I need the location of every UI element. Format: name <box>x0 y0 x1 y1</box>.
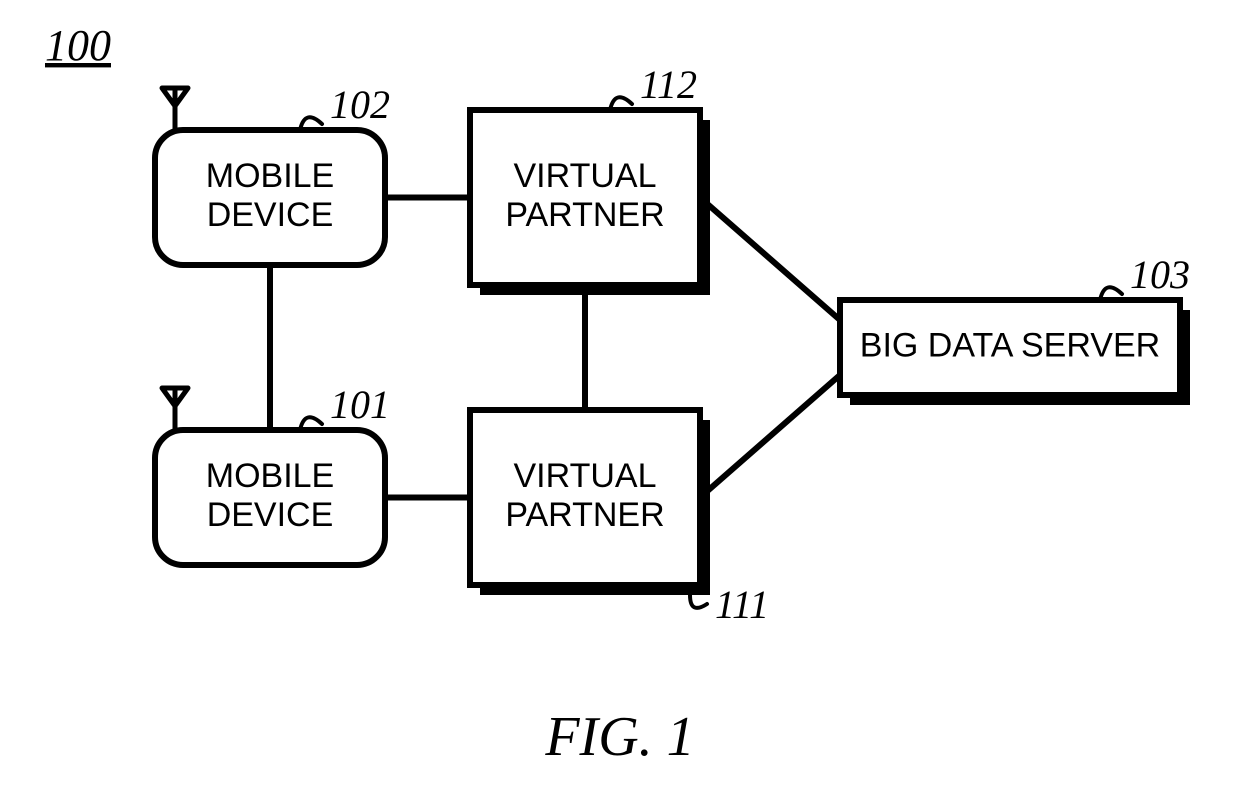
ref-r102-label: 102 <box>330 82 390 127</box>
node-virtual_bot-label-0: VIRTUAL <box>514 457 657 495</box>
node-virtual_top-label-0: VIRTUAL <box>514 157 657 195</box>
ref-r111-leader <box>690 595 707 608</box>
edge-virtual_top-server <box>700 198 840 321</box>
node-mobile_bot-label-0: MOBILE <box>206 457 334 495</box>
ref-r102: 102 <box>300 82 390 130</box>
node-mobile_bot-label-1: DEVICE <box>207 496 334 534</box>
ref-r112-label: 112 <box>640 62 697 107</box>
node-virtual_bot: VIRTUALPARTNER <box>470 410 710 595</box>
figure-label: FIG. 1 <box>544 706 694 768</box>
nodes-layer: MOBILEDEVICEMOBILEDEVICEVIRTUALPARTNERVI… <box>155 88 1190 595</box>
ref-r112: 112 <box>610 62 697 110</box>
ref-r111-label: 111 <box>715 582 769 627</box>
edge-virtual_bot-server <box>700 375 840 498</box>
node-virtual_bot-label-1: PARTNER <box>505 496 664 534</box>
figure-ref-100: 100 <box>45 21 111 70</box>
ref-r101: 101 <box>300 382 390 430</box>
ref-r103-label: 103 <box>1130 252 1190 297</box>
node-mobile_top-label-1: DEVICE <box>207 196 334 234</box>
node-server-label-0: BIG DATA SERVER <box>860 326 1160 364</box>
ref-r101-label: 101 <box>330 382 390 427</box>
node-server: BIG DATA SERVER <box>840 300 1190 405</box>
node-virtual_top: VIRTUALPARTNER <box>470 110 710 295</box>
node-mobile_top-label-0: MOBILE <box>206 157 334 195</box>
node-virtual_top-label-1: PARTNER <box>505 196 664 234</box>
ref-r103: 103 <box>1100 252 1190 300</box>
